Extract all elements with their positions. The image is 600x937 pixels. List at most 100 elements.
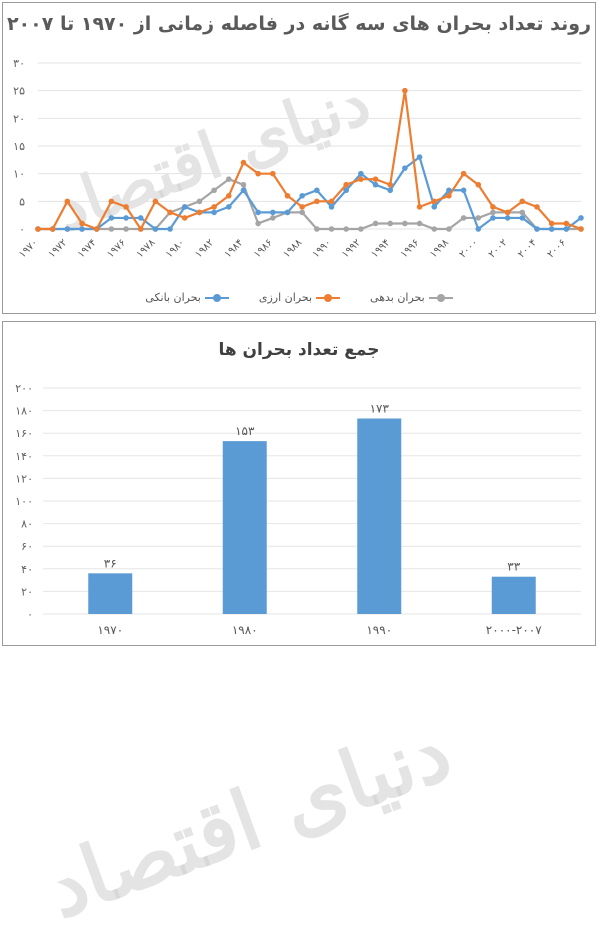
bar-value-label: ۳۳ (507, 560, 520, 574)
bar-chart: ۰ ۲۰ ۴۰ ۶۰ ۸۰ ۱۰۰ ۱۲۰ ۱۴۰ ۱۶۰ ۱۸۰ ۲۰۰ ۳۶ ۱۹۷۰ ۱۵۳ ۱۹۸۰… (15, 382, 581, 637)
data-point (372, 176, 379, 182)
bar (88, 573, 133, 614)
y-tick-label: ۰ (19, 223, 25, 236)
data-point (372, 220, 379, 227)
x-tick-label: ۱۹۹۸ (428, 237, 451, 260)
x-tick-label: ۱۹۹۲ (340, 237, 363, 260)
data-point (211, 187, 217, 194)
x-tick-label: ۱۹۷۴ (76, 237, 99, 260)
data-point (270, 215, 276, 221)
bar (491, 576, 536, 614)
data-point (152, 226, 159, 232)
data-point (504, 209, 511, 216)
data-point (475, 226, 482, 232)
data-point (431, 226, 438, 232)
y-tick-label: ۱۰ (13, 168, 25, 181)
y-tick-label: ۲۰ (21, 585, 33, 598)
series-line (38, 155, 582, 231)
line-chart: ۰ ۵ ۱۰ ۱۵ ۲۰ ۲۵ ۳۰ ۱۹۷۰ ۱۹۷۲ ۱۹۷۴ ۱۹۷۶ ۱۹۷۸ ۱۹۸۰ ۱۹۸۲… (13, 57, 584, 260)
data-point (328, 226, 335, 232)
x-tick-label: ۲۰۰۴ (516, 237, 539, 260)
data-point (240, 181, 247, 188)
data-point (490, 209, 496, 216)
data-point (225, 193, 232, 199)
data-point (548, 220, 555, 227)
data-point (460, 215, 467, 221)
data-point (460, 170, 467, 177)
y-tick-label: ۲۰ (13, 112, 25, 125)
y-tick-label: ۰ (27, 608, 33, 621)
x-tick-label: ۱۹۹۰ (311, 237, 334, 260)
line-chart-legend: بحران بانکی بحران ارزی بحران بدهی (3, 291, 595, 304)
data-point (534, 204, 540, 210)
data-point (152, 198, 159, 205)
data-point (416, 154, 423, 160)
data-point (358, 176, 364, 182)
data-point (64, 226, 71, 232)
data-point (79, 220, 85, 227)
bar-chart-title: جمع تعداد بحران ها (218, 340, 380, 360)
data-point (35, 226, 41, 232)
y-tick-label: ۲۰۰ (15, 382, 33, 395)
data-point (387, 220, 394, 227)
data-point (123, 204, 129, 210)
data-point (519, 209, 526, 216)
data-point (196, 209, 203, 216)
data-point (167, 226, 173, 232)
data-point (108, 198, 115, 205)
legend-label-currency: بحران ارزی (258, 291, 313, 304)
data-point (519, 215, 526, 221)
data-point (475, 181, 482, 188)
data-point (328, 204, 335, 210)
data-point (460, 187, 467, 194)
data-point (358, 170, 364, 177)
x-tick-label: ۱۹۸۰ (164, 237, 187, 260)
x-tick-label: ۲۰۰۶ (545, 237, 568, 260)
data-point (270, 170, 276, 177)
data-point (49, 226, 56, 232)
data-point (446, 193, 452, 199)
x-tick-label: ۱۹۷۸ (135, 237, 158, 260)
bar-value-label: ۱۵۳ (235, 424, 255, 438)
data-point (225, 204, 232, 210)
y-tick-label: ۱۲۰ (15, 472, 33, 485)
data-point (578, 226, 584, 232)
data-point (563, 226, 570, 232)
data-point (504, 215, 511, 221)
y-tick-label: ۲۵ (13, 85, 25, 98)
watermark-logo-large: دنیای اقتصاد (34, 702, 463, 937)
bar-value-label: ۳۶ (104, 556, 117, 570)
line-chart-title: روند تعداد بحران های سه گانه در فاصله زم… (6, 13, 592, 35)
category-label: ۲۰۰۰-۲۰۰۷ (486, 623, 542, 637)
data-point (402, 165, 408, 171)
category-label: ۱۹۸۰ (232, 623, 258, 637)
data-point (475, 215, 482, 221)
x-tick-label: ۱۹۷۰ (17, 237, 40, 260)
legend-label-banking: بحران بانکی (145, 291, 201, 304)
y-tick-label: ۴۰ (21, 563, 33, 576)
y-tick-label: ۱۸۰ (15, 405, 33, 418)
series-line (38, 89, 582, 231)
data-point (372, 181, 379, 188)
bar-chart-panel: جمع تعداد بحران ها دنیای اقتصاد ۰ ۲۰ ۴۰ ۶۰ ۸… (2, 321, 596, 937)
data-point (181, 204, 188, 210)
data-point (299, 193, 305, 199)
data-point (255, 209, 261, 216)
y-tick-label: ۶۰ (21, 540, 33, 553)
data-point (240, 187, 247, 194)
x-tick-label: ۱۹۸۴ (223, 237, 246, 260)
data-point (402, 87, 408, 94)
data-point (79, 226, 85, 232)
data-point (431, 198, 438, 205)
bar (357, 418, 402, 614)
y-tick-label: ۱۵ (13, 140, 25, 153)
data-point (108, 215, 115, 221)
x-tick-label: ۱۹۹۴ (369, 237, 392, 260)
data-point (123, 215, 129, 221)
category-label: ۱۹۹۰ (366, 623, 392, 637)
data-point (578, 215, 584, 221)
data-point (431, 204, 438, 210)
y-tick-label: ۱۴۰ (15, 450, 33, 463)
data-point (255, 220, 261, 227)
data-point (548, 226, 555, 232)
